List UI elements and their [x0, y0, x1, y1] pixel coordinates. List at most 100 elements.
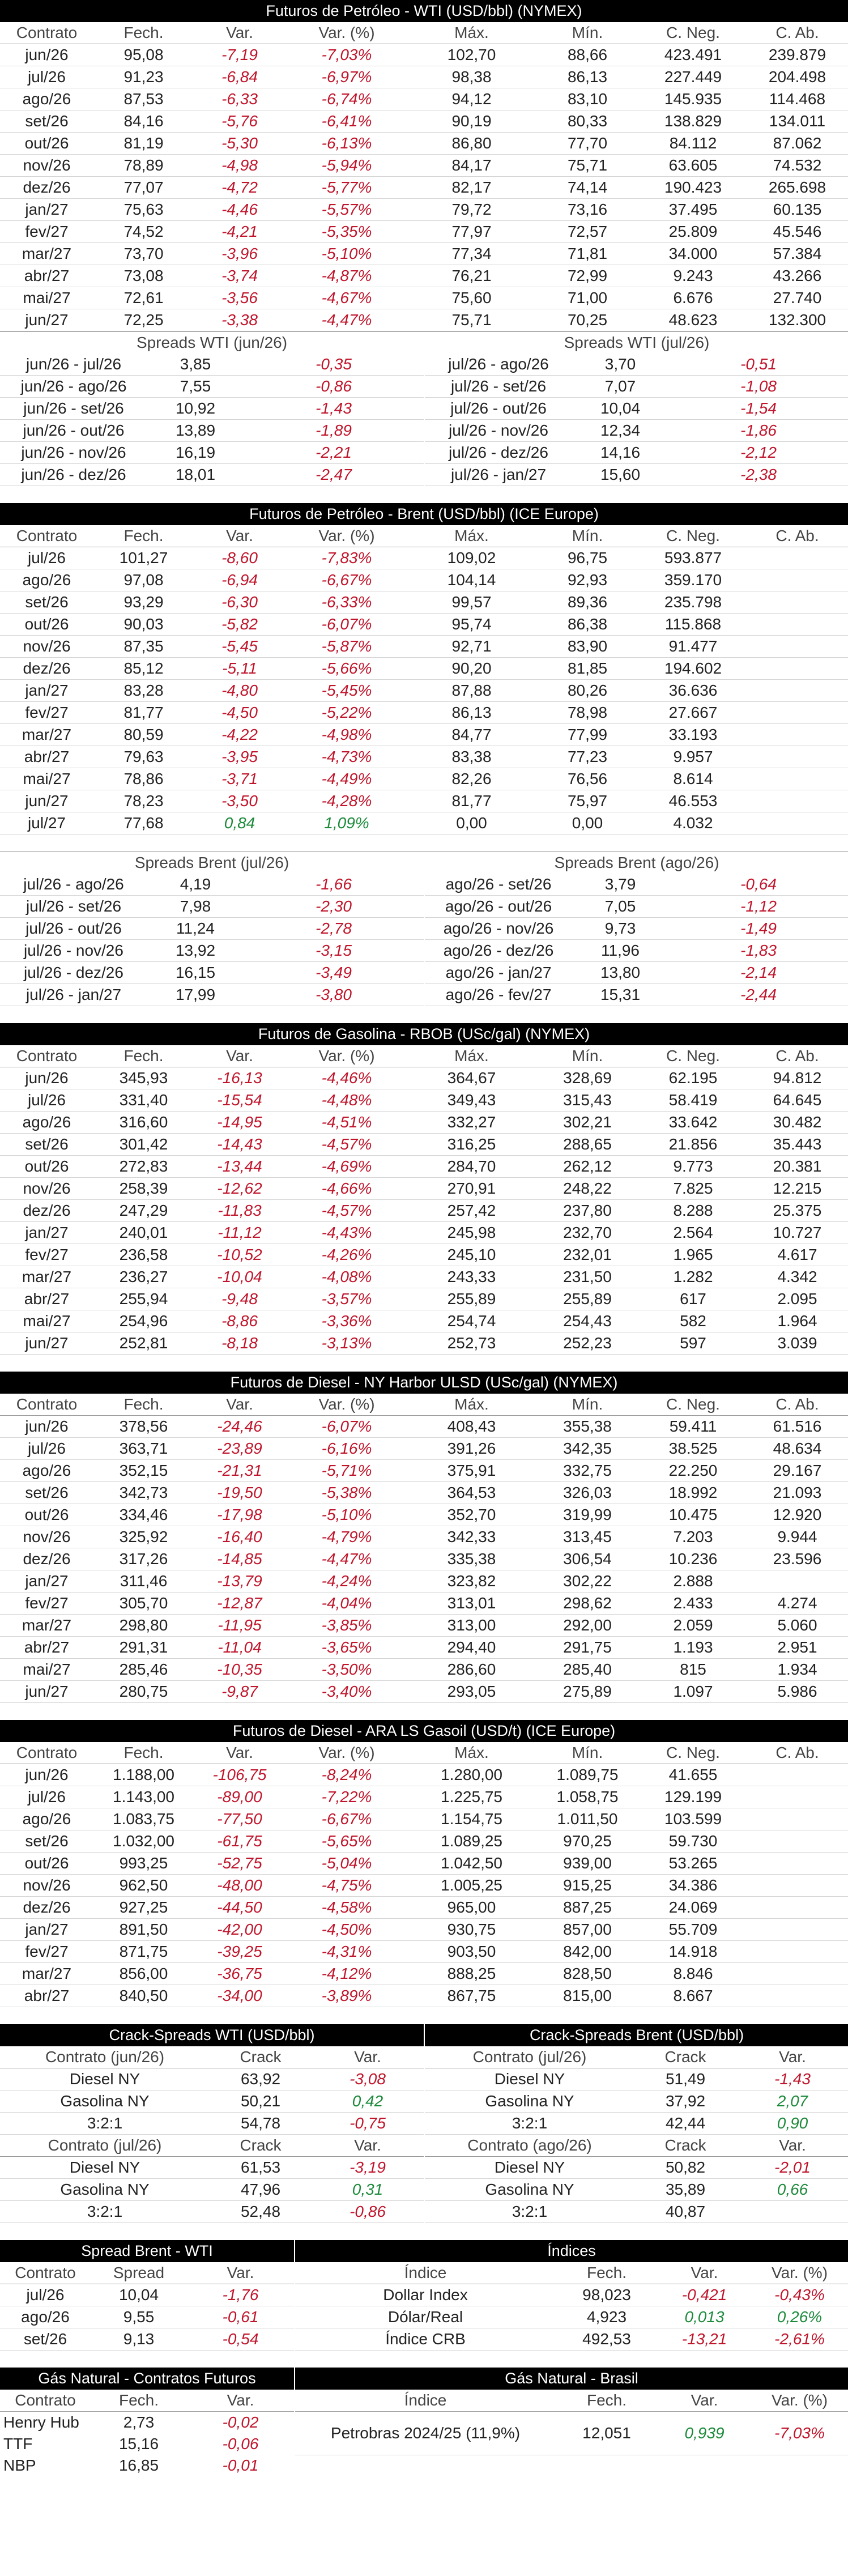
spread-row: ago/26 - jan/27 13,80 -2,14	[425, 961, 848, 984]
column-header: Var. (%)	[318, 527, 375, 544]
table-cell: -5,87%	[285, 635, 408, 658]
table-cell: -11,12	[194, 1221, 285, 1244]
table-cell: -6,30	[194, 591, 285, 614]
table-row: jun/27 78,23 -3,50 -4,28% 81,77 75,97 46.553	[0, 790, 848, 812]
table-cell: -77,50	[194, 1808, 285, 1830]
crack-cell: 3:2:1	[0, 2200, 210, 2223]
crack-row: 3:2:1 40,87	[425, 2200, 848, 2223]
table-cell: jun/26	[0, 44, 93, 66]
table-cell: 291,31	[93, 1636, 194, 1659]
crack-cell: 52,48	[210, 2200, 312, 2223]
table-cell: 1.225,75	[408, 1786, 535, 1808]
spread-cell: 4,19	[147, 874, 244, 896]
table-cell: 915,25	[535, 1874, 640, 1897]
crack-row: Diesel NY 61,53 -3,19	[0, 2156, 424, 2179]
table-cell: -5,30	[194, 132, 285, 155]
table-cell: -6,97%	[285, 66, 408, 88]
spread-cell: jul/26 - nov/26	[425, 419, 572, 442]
header-row: Contrato Spread Var.	[0, 2262, 294, 2284]
table-cell: 80,33	[535, 110, 640, 133]
crack-header-row: Contrato (ago/26) Crack Var.	[425, 2135, 848, 2157]
table-cell: 408,43	[408, 1415, 535, 1438]
table-cell: 245,10	[408, 1244, 535, 1266]
table-cell: -3,36%	[285, 1310, 408, 1332]
table-cell: 64.645	[747, 1089, 848, 1112]
spread-cell: 7,07	[572, 375, 668, 398]
table-cell: 96,75	[535, 547, 640, 569]
table-row: jul/26 331,40 -15,54 -4,48% 349,43 315,43 58.4…	[0, 1089, 848, 1112]
table-cell: -6,13%	[285, 132, 408, 155]
table-cell: mai/27	[0, 1310, 93, 1332]
table-cell: -4,57%	[285, 1199, 408, 1222]
table-cell: 34.000	[640, 242, 747, 265]
table-cell: 391,26	[408, 1437, 535, 1460]
crack-header: Contrato (ago/26)	[467, 2136, 592, 2154]
crack-cell: Gasolina NY	[0, 2178, 210, 2201]
table-row: mar/27 73,70 -3,96 -5,10% 77,34 71,81 34.000 57…	[0, 242, 848, 265]
table-cell: 93,29	[93, 591, 194, 614]
table-cell: -13,79	[194, 1570, 285, 1593]
table-cell: 265.698	[747, 176, 848, 199]
spread-row: ago/26 - out/26 7,05 -1,12	[425, 895, 848, 918]
crack-row: 3:2:1 42,44 0,90	[425, 2112, 848, 2135]
spread-row: jul/26 - jan/27 15,60 -2,38	[425, 463, 848, 486]
spread-cell: -3,80	[244, 983, 424, 1006]
table-cell: 257,42	[408, 1199, 535, 1222]
column-header: Fech.	[123, 24, 164, 41]
table-cell: jun/27	[0, 790, 93, 812]
table-cell: -5,04%	[285, 1852, 408, 1875]
spread-cell: 9,73	[572, 917, 669, 940]
table-cell: 73,16	[535, 198, 640, 221]
table-row: jul/26 10,04 -1,76	[0, 2284, 294, 2306]
table-cell: 227.449	[640, 66, 747, 88]
indices-title: Índices	[295, 2240, 848, 2262]
table-row: Henry Hub 2,73 -0,02	[0, 2412, 294, 2434]
spread-row: jul/26 - set/26 7,07 -1,08	[425, 375, 848, 398]
table-cell: 78,89	[93, 154, 194, 177]
table-cell: nov/26	[0, 154, 93, 177]
spread-cell: -1,49	[668, 917, 848, 940]
table-cell: 77,70	[535, 132, 640, 155]
table-row: set/26 93,29 -6,30 -6,33% 99,57 89,36 235.798	[0, 591, 848, 614]
table-cell: 1.282	[640, 1266, 747, 1288]
table-cell: -8,24%	[285, 1764, 408, 1786]
spread-cell: 3,79	[572, 874, 669, 896]
table-row: nov/26 325,92 -16,40 -4,79% 342,33 313,45 7.20…	[0, 1526, 848, 1548]
table-cell: 2.564	[640, 1221, 747, 1244]
table-cell: jan/27	[0, 679, 93, 702]
spread-cell: 11,96	[572, 939, 669, 962]
table-cell: Henry Hub	[3, 2413, 79, 2431]
table-cell: -4,98%	[285, 723, 408, 746]
crack-header: Contrato (jul/26)	[48, 2136, 162, 2154]
table-cell: ago/26	[0, 1111, 93, 1134]
table-cell: -4,79%	[285, 1526, 408, 1548]
crack-cell: -3,19	[312, 2156, 424, 2179]
table-cell: jun/26	[0, 1415, 93, 1438]
crack-row: Diesel NY 63,92 -3,08	[0, 2068, 424, 2090]
crack-cell: 40,87	[634, 2200, 736, 2223]
table-cell: dez/26	[0, 1896, 93, 1919]
spread-cell: -0,64	[668, 874, 848, 896]
table-cell: 21.093	[747, 1481, 848, 1504]
table-cell: jul/26	[0, 1089, 93, 1112]
table-cell: 236,58	[93, 1244, 194, 1266]
table-row: set/26 9,13 -0,54	[0, 2328, 294, 2351]
table-cell: 74,14	[535, 176, 640, 199]
table-cell: 35.443	[747, 1133, 848, 1156]
table-cell: 3.039	[747, 1332, 848, 1355]
table-cell: set/26	[0, 1830, 93, 1853]
table-cell: 293,05	[408, 1680, 535, 1703]
table-cell: -4,26%	[285, 1244, 408, 1266]
table-cell: 285,46	[93, 1658, 194, 1681]
table-cell: fev/27	[0, 220, 93, 243]
table-cell: 75,71	[535, 154, 640, 177]
crack-header: Var.	[354, 2136, 381, 2154]
table-cell	[747, 591, 848, 614]
table-cell: 10.727	[747, 1221, 848, 1244]
table-cell	[747, 746, 848, 768]
wti-title: Futuros de Petróleo - WTI (USD/bbl) (NYM…	[0, 0, 848, 22]
table-cell: -52,75	[194, 1852, 285, 1875]
table-cell: 80,26	[535, 679, 640, 702]
column-header: Var.	[226, 1047, 253, 1065]
crack-cell: Diesel NY	[0, 2156, 210, 2179]
